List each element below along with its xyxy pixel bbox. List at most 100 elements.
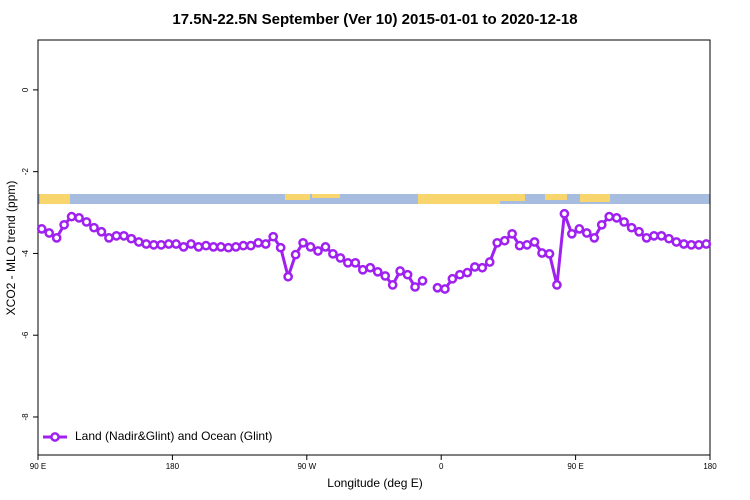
data-point xyxy=(626,222,637,233)
y-tick-label: -8 xyxy=(21,413,30,421)
land-ocean-strip xyxy=(38,194,710,204)
data-point xyxy=(96,226,107,237)
data-point xyxy=(193,242,204,252)
data-point xyxy=(163,239,174,249)
data-point xyxy=(417,275,428,286)
data-point xyxy=(89,222,99,233)
series-line xyxy=(41,213,707,291)
data-point xyxy=(604,211,615,222)
data-point xyxy=(619,217,629,227)
data-point xyxy=(395,266,405,276)
data-point xyxy=(649,230,659,241)
data-point xyxy=(529,237,540,247)
data-point xyxy=(686,239,697,250)
data-point xyxy=(544,248,555,259)
data-point xyxy=(253,237,264,248)
data-point xyxy=(581,228,592,238)
data-point xyxy=(499,235,510,246)
data-point xyxy=(290,249,301,260)
data-point xyxy=(387,280,398,290)
legend-marker xyxy=(50,432,60,442)
data-point xyxy=(440,284,450,294)
data-point xyxy=(507,228,517,239)
data-point xyxy=(141,239,152,249)
data-point xyxy=(126,233,137,244)
y-axis-label: XCO2 - MLO trend (ppm) xyxy=(4,181,18,316)
data-point xyxy=(245,240,256,251)
data-point xyxy=(402,269,413,280)
data-point xyxy=(313,246,323,256)
data-point xyxy=(328,248,338,259)
data-point xyxy=(484,257,495,267)
data-point xyxy=(596,219,607,230)
data-point xyxy=(410,282,420,292)
data-point xyxy=(372,266,383,277)
data-point xyxy=(283,271,293,282)
data-point xyxy=(380,271,391,281)
data-point xyxy=(335,253,346,263)
data-point xyxy=(231,242,241,252)
data-point xyxy=(178,242,189,252)
data-point xyxy=(679,239,689,249)
data-point xyxy=(320,242,331,252)
data-point xyxy=(216,242,226,252)
data-point xyxy=(574,224,585,234)
x-tick-label: 90 W xyxy=(297,462,316,471)
data-point xyxy=(537,248,547,258)
data-point xyxy=(701,239,712,249)
data-point xyxy=(671,237,682,247)
data-point xyxy=(357,264,368,275)
data-point xyxy=(492,237,503,248)
data-point xyxy=(148,239,159,250)
data-point xyxy=(447,273,458,284)
data-point xyxy=(611,213,622,223)
data-point xyxy=(305,242,316,252)
data-point xyxy=(589,233,600,243)
data-point xyxy=(365,262,376,273)
data-point xyxy=(634,226,644,237)
data-point xyxy=(171,239,181,249)
data-point xyxy=(59,219,69,230)
data-point xyxy=(514,240,525,251)
data-point xyxy=(522,239,532,250)
x-tick-label: 180 xyxy=(703,462,717,471)
data-point xyxy=(552,280,562,290)
data-point xyxy=(36,224,47,234)
data-point xyxy=(156,239,167,250)
data-point xyxy=(275,242,286,253)
data-point xyxy=(462,267,473,278)
data-point xyxy=(66,211,77,222)
data-point xyxy=(201,240,211,251)
data-point xyxy=(238,240,249,251)
data-point xyxy=(208,242,219,252)
x-axis-label: Longitude (deg E) xyxy=(327,476,422,490)
y-tick-label: 0 xyxy=(21,87,30,92)
data-point xyxy=(567,228,577,239)
data-point xyxy=(51,233,62,243)
y-tick-label: -6 xyxy=(21,331,30,339)
chart-title: 17.5N-22.5N September (Ver 10) 2015-01-0… xyxy=(172,11,577,28)
data-point xyxy=(186,239,196,249)
x-tick-label: 90 E xyxy=(30,462,46,471)
data-point xyxy=(343,257,353,268)
data-point xyxy=(81,217,92,227)
data-point xyxy=(477,262,488,273)
data-point xyxy=(656,230,667,241)
data-point xyxy=(455,269,465,280)
legend-label: Land (Nadir&Glint) and Ocean (Glint) xyxy=(75,429,272,443)
plot-frame xyxy=(37,39,711,456)
data-point xyxy=(469,262,480,272)
data-point xyxy=(559,208,570,219)
data-point xyxy=(693,239,704,250)
x-tick-label: 90 E xyxy=(567,462,583,471)
data-point xyxy=(268,231,279,242)
data-point xyxy=(44,228,55,238)
y-tick-label: -4 xyxy=(21,249,30,257)
data-point xyxy=(104,233,114,243)
data-point xyxy=(74,213,84,223)
data-point xyxy=(111,230,122,241)
data-point xyxy=(298,237,308,248)
data-point xyxy=(223,242,234,253)
data-point xyxy=(133,237,144,247)
